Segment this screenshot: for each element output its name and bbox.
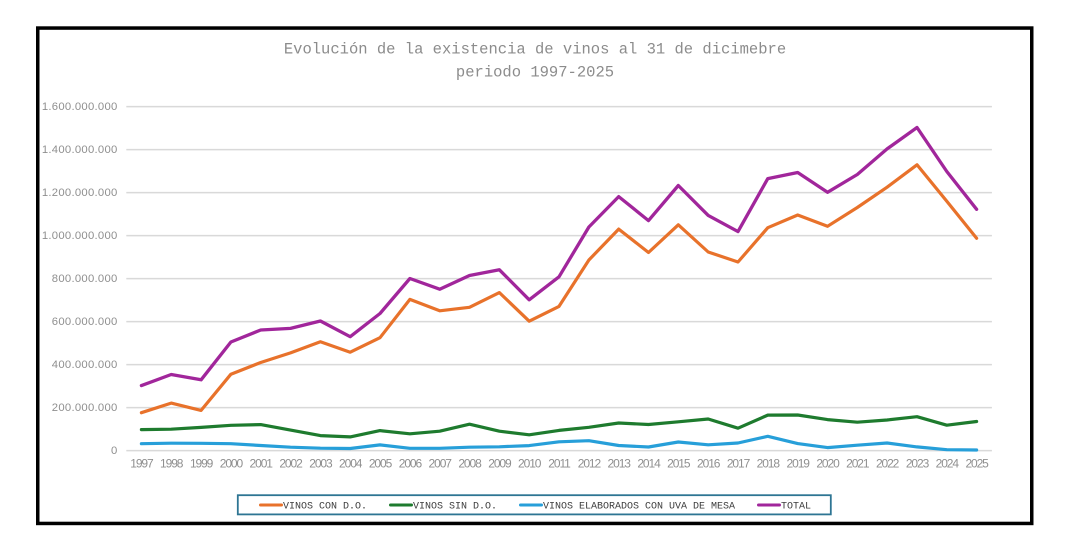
svg-text:TOTAL: TOTAL [781,502,811,513]
svg-text:VINOS ELABORADOS CON UVA DE ME: VINOS ELABORADOS CON UVA DE MESA [543,502,735,513]
svg-text:1.600.000.000: 1.600.000.000 [42,101,118,113]
svg-text:2024: 2024 [936,457,960,471]
svg-text:2017: 2017 [727,457,751,471]
svg-text:2012: 2012 [578,457,602,471]
svg-text:2019: 2019 [787,457,811,471]
svg-text:1998: 1998 [160,457,184,471]
svg-text:2002: 2002 [279,457,303,471]
svg-text:2003: 2003 [309,457,333,471]
svg-text:2000: 2000 [220,457,244,471]
svg-text:600.000.000: 600.000.000 [52,316,118,328]
svg-text:VINOS CON D.O.: VINOS CON D.O. [283,502,367,513]
svg-text:1.400.000.000: 1.400.000.000 [42,144,118,156]
svg-text:400.000.000: 400.000.000 [52,359,118,371]
svg-text:2020: 2020 [816,457,840,471]
svg-text:2008: 2008 [458,457,482,471]
svg-text:2005: 2005 [369,457,393,471]
svg-text:800.000.000: 800.000.000 [52,273,118,285]
svg-text:2021: 2021 [846,457,870,471]
svg-text:2001: 2001 [250,457,274,471]
svg-text:2014: 2014 [637,457,661,471]
svg-text:2011: 2011 [548,457,571,471]
svg-text:1999: 1999 [190,457,214,471]
svg-text:2009: 2009 [488,457,512,471]
svg-text:1997: 1997 [130,457,154,471]
svg-text:1.200.000.000: 1.200.000.000 [42,187,118,199]
svg-text:0: 0 [111,445,118,457]
svg-text:2013: 2013 [608,457,632,471]
svg-text:periodo 1997-2025: periodo 1997-2025 [456,63,614,81]
svg-text:Evolución de la existencia de: Evolución de la existencia de vinos al 3… [284,40,786,58]
svg-text:2022: 2022 [876,457,900,471]
svg-text:200.000.000: 200.000.000 [52,402,118,414]
svg-text:2010: 2010 [518,457,542,471]
svg-text:VINOS SIN D.O.: VINOS SIN D.O. [413,502,497,513]
svg-text:2023: 2023 [906,457,930,471]
svg-text:2004: 2004 [339,457,363,471]
svg-text:2016: 2016 [697,457,721,471]
svg-text:2006: 2006 [399,457,423,471]
svg-text:2015: 2015 [667,457,691,471]
svg-text:2025: 2025 [965,457,989,471]
svg-text:2007: 2007 [429,457,453,471]
svg-text:2018: 2018 [757,457,781,471]
svg-text:1.000.000.000: 1.000.000.000 [42,230,118,242]
